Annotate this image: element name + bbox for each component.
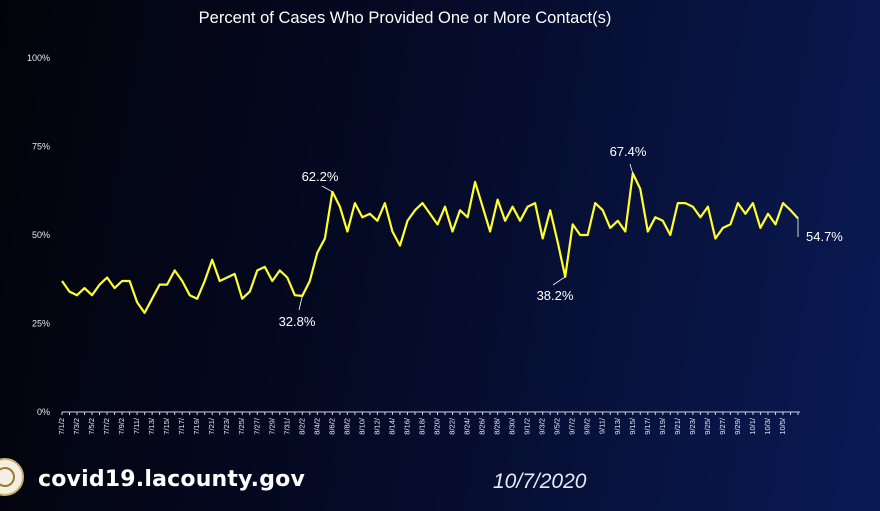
- x-tick-label: 7/11/: [132, 417, 141, 434]
- x-tick-label: 8/4/2: [312, 418, 321, 435]
- annotation-label: 62.2%: [302, 169, 339, 184]
- x-tick-label: 8/28/: [493, 417, 502, 435]
- x-tick-label: 9/23/: [688, 417, 697, 435]
- x-axis: 7/1/2 7/3/2 7/5/2 7/7/2 7/9/2 7/11/7/13/7/15/…: [57, 412, 799, 435]
- y-tick-label: 0%: [37, 407, 50, 417]
- x-tick-label: 8/26/: [478, 417, 487, 435]
- x-tick-label: 7/17/: [177, 417, 186, 435]
- x-tick-label: 7/7/2: [102, 418, 111, 435]
- x-tick-label: 7/23/: [222, 417, 231, 435]
- x-tick-label: 10/1/: [748, 417, 757, 435]
- x-tick-label: 8/6/2: [327, 418, 336, 435]
- x-tick-label: 7/15/: [162, 417, 171, 435]
- x-tick-label: 8/12/: [372, 417, 381, 435]
- x-tick-label: 8/2/2: [297, 418, 306, 435]
- x-tick-label: 9/5/2: [553, 418, 562, 435]
- series-line: [61, 172, 799, 314]
- y-tick-label: 25%: [32, 319, 50, 329]
- x-tick-label: 8/22/: [448, 417, 457, 435]
- x-tick-label: 7/27/: [252, 417, 261, 435]
- y-axis: 0% 25% 50% 75% 100%: [27, 53, 50, 417]
- x-tick-label: 9/21/: [673, 417, 682, 435]
- x-tick-label: 7/25/: [237, 417, 246, 435]
- x-tick-label: 8/24/: [463, 417, 472, 435]
- x-tick-label: 8/8/2: [342, 418, 351, 435]
- x-tick-label: 7/9/2: [117, 418, 126, 435]
- footer-date: 10/7/2020: [493, 470, 587, 493]
- annotation-leader: [321, 185, 333, 193]
- chart-title: Percent of Cases Who Provided One or Mor…: [199, 9, 612, 27]
- x-tick-label: 7/31/: [282, 417, 291, 435]
- x-tick-label: 9/25/: [703, 417, 712, 435]
- annotation-label: 67.4%: [610, 144, 647, 159]
- x-tick-label: 10/5/: [778, 417, 787, 435]
- x-tick-label: 8/30/: [508, 417, 517, 435]
- x-tick-label: 9/15/: [628, 417, 637, 435]
- annotation-leader: [298, 295, 303, 311]
- x-tick-label: 9/29/: [733, 417, 742, 435]
- x-tick-label: 9/7/2: [568, 418, 577, 435]
- x-tick-label: 9/17/: [643, 417, 652, 435]
- x-tick-label: 9/3/2: [538, 418, 547, 435]
- x-tick-label: 8/10/: [357, 417, 366, 435]
- y-tick-label: 100%: [27, 53, 50, 63]
- x-tick-label: 9/27/: [718, 417, 727, 435]
- x-tick-label: 7/21/: [207, 417, 216, 435]
- x-tick-label: 7/13/: [147, 417, 156, 435]
- annotation-leader: [552, 276, 566, 286]
- x-tick-label: 7/29/: [267, 417, 276, 435]
- x-tick-label: 9/11/: [598, 417, 607, 434]
- x-tick-label: 9/1/2: [523, 418, 532, 435]
- x-tick-label: 9/13/: [613, 417, 622, 435]
- x-tick-label: 8/18/: [417, 417, 426, 435]
- annotation-label: 54.7%: [806, 229, 843, 244]
- y-tick-label: 75%: [32, 142, 50, 152]
- y-tick-label: 50%: [32, 230, 50, 240]
- x-tick-label: 9/19/: [658, 417, 667, 435]
- x-tick-label: 7/5/2: [87, 418, 96, 435]
- x-tick-label: 8/16/: [402, 417, 411, 435]
- x-tick-label: 7/1/2: [57, 418, 66, 435]
- x-tick-label: 8/20/: [433, 417, 442, 435]
- x-tick-label: 10/3/: [763, 417, 772, 435]
- x-tick-label: 7/3/2: [72, 418, 81, 435]
- annotation-label: 32.8%: [279, 314, 316, 329]
- x-tick-label: 7/19/: [192, 417, 201, 435]
- annotations: 62.2% 32.8% 38.2% 67.4% 54.7%: [279, 144, 844, 329]
- x-tick-label: 9/9/2: [583, 418, 592, 435]
- x-tick-label: 8/14/: [387, 417, 396, 435]
- annotation-label: 38.2%: [537, 288, 574, 303]
- annotation-leader: [629, 163, 634, 174]
- footer-url[interactable]: covid19.lacounty.gov: [38, 467, 306, 492]
